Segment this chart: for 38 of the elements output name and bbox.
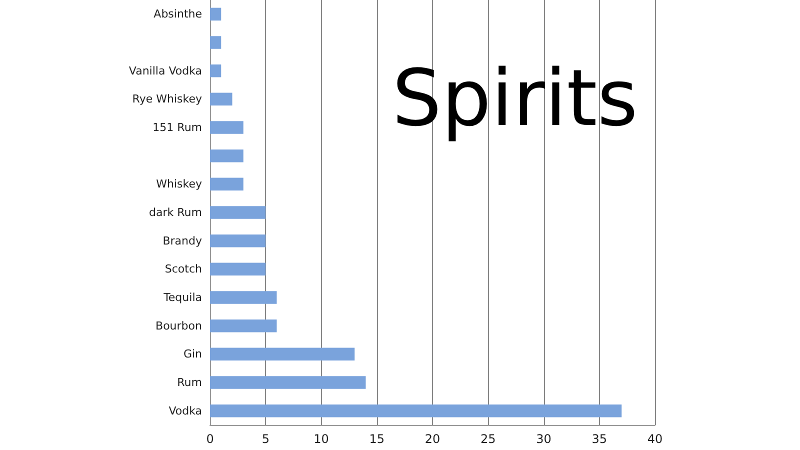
bar bbox=[210, 376, 366, 389]
x-tick-label: 20 bbox=[424, 432, 440, 446]
bar bbox=[210, 8, 222, 21]
y-tick-label: Absinthe bbox=[154, 8, 202, 21]
y-tick-label: Rye Whiskey bbox=[132, 92, 202, 106]
y-tick-label: Vanilla Vodka bbox=[128, 64, 202, 78]
bar bbox=[210, 121, 244, 134]
bar bbox=[210, 178, 244, 191]
bar bbox=[210, 262, 266, 276]
y-tick-label: 151 Rum bbox=[152, 121, 202, 134]
x-tick-label: 0 bbox=[206, 432, 214, 446]
bar bbox=[210, 92, 232, 106]
y-tick-label: Rum bbox=[177, 376, 202, 389]
bar bbox=[210, 234, 266, 248]
y-tick-label: Tequila bbox=[162, 291, 202, 304]
x-tick-label: 10 bbox=[314, 432, 329, 446]
bar bbox=[210, 404, 622, 418]
bar bbox=[210, 291, 277, 304]
y-tick-label: dark Rum bbox=[149, 206, 202, 219]
y-tick-label: Vodka bbox=[168, 404, 202, 418]
bar bbox=[210, 319, 277, 332]
bar bbox=[210, 348, 355, 361]
bar bbox=[210, 64, 222, 78]
y-tick-label: Brandy bbox=[162, 234, 202, 248]
y-tick-label: Gin bbox=[183, 348, 202, 361]
bar bbox=[210, 149, 244, 162]
x-tick-label: 15 bbox=[369, 432, 385, 446]
text: Spirits bbox=[392, 54, 638, 144]
y-tick-label: Scotch bbox=[164, 262, 202, 276]
bar bbox=[210, 206, 266, 219]
x-tick-label: 40 bbox=[647, 432, 663, 446]
y-tick-label: Whiskey bbox=[156, 178, 202, 191]
x-tick-label: 35 bbox=[592, 432, 608, 446]
x-tick-label: 30 bbox=[536, 432, 552, 446]
x-tick-label: 5 bbox=[262, 432, 270, 446]
bar bbox=[210, 36, 222, 49]
y-tick-label: Bourbon bbox=[156, 319, 202, 332]
x-tick-label: 25 bbox=[480, 432, 496, 446]
